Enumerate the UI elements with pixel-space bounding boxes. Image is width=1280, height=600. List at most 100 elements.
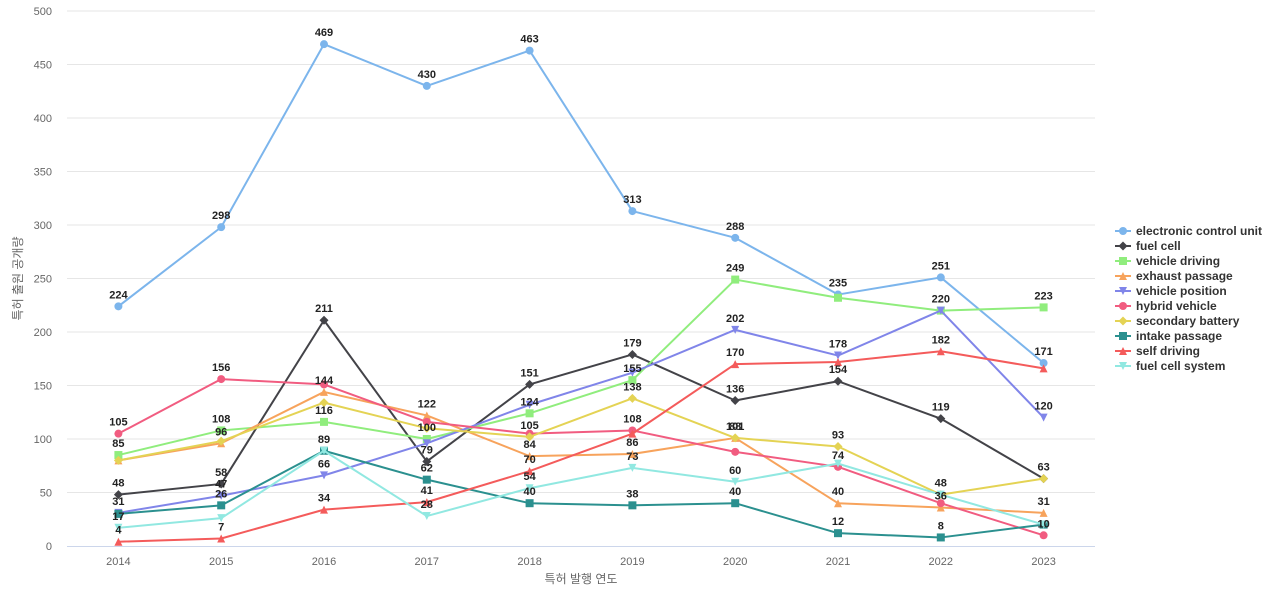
data-point[interactable] [422, 456, 432, 466]
data-point[interactable] [731, 275, 740, 284]
legend-marker[interactable] [1119, 257, 1127, 265]
data-point[interactable] [422, 439, 431, 448]
data-point[interactable] [627, 349, 637, 359]
data-point[interactable] [422, 475, 431, 484]
data-point[interactable] [320, 446, 328, 455]
data-point[interactable] [731, 477, 740, 486]
data-point[interactable] [731, 325, 740, 334]
legend-item[interactable]: hybrid vehicle [1115, 299, 1217, 313]
data-point[interactable] [525, 467, 534, 476]
data-point[interactable] [834, 529, 842, 538]
data-point[interactable] [627, 393, 637, 403]
data-point[interactable] [628, 207, 637, 216]
data-point[interactable] [320, 417, 328, 426]
data-point[interactable] [525, 484, 534, 493]
data-point[interactable] [628, 368, 637, 377]
data-point[interactable] [422, 411, 431, 420]
data-point[interactable] [628, 376, 637, 385]
legend-marker[interactable] [1118, 316, 1128, 326]
data-point[interactable] [936, 503, 945, 512]
legend-item[interactable]: self driving [1115, 344, 1200, 358]
legend-item[interactable]: exhaust passage [1115, 269, 1233, 283]
data-point[interactable] [628, 429, 637, 438]
data-point[interactable] [113, 455, 123, 465]
legend-marker[interactable] [1119, 272, 1127, 280]
data-point[interactable] [319, 315, 329, 325]
data-point[interactable] [525, 452, 534, 461]
data-point[interactable] [216, 479, 226, 489]
data-point[interactable] [936, 490, 945, 499]
data-point[interactable] [217, 375, 226, 384]
data-point[interactable] [114, 302, 123, 311]
data-point[interactable] [936, 347, 945, 356]
data-point[interactable] [422, 498, 431, 507]
data-point[interactable] [422, 435, 431, 443]
data-point[interactable] [113, 490, 123, 500]
data-point[interactable] [936, 306, 945, 315]
data-point[interactable] [320, 380, 328, 389]
data-point[interactable] [217, 534, 226, 543]
data-point[interactable] [217, 514, 226, 523]
legend-marker[interactable] [1118, 241, 1128, 251]
data-point[interactable] [834, 357, 842, 366]
data-point[interactable] [1039, 364, 1048, 373]
data-point[interactable] [731, 233, 740, 242]
data-point[interactable] [628, 463, 637, 472]
legend-marker[interactable] [1119, 227, 1127, 235]
legend-item[interactable]: electronic control unit [1115, 224, 1262, 238]
legend-marker[interactable] [1119, 287, 1127, 295]
legend-marker[interactable] [1119, 332, 1127, 340]
data-point[interactable] [422, 81, 431, 90]
legend-item[interactable]: fuel cell system [1115, 359, 1225, 373]
data-point[interactable] [936, 499, 945, 508]
data-point[interactable] [1039, 520, 1048, 529]
data-point[interactable] [216, 436, 226, 446]
data-point[interactable] [525, 499, 534, 508]
data-point[interactable] [422, 423, 432, 433]
data-point[interactable] [730, 433, 740, 443]
data-point[interactable] [114, 537, 123, 546]
data-point[interactable] [834, 351, 842, 360]
legend-marker[interactable] [1119, 347, 1127, 355]
data-point[interactable] [731, 499, 740, 508]
data-point[interactable] [731, 360, 740, 369]
data-point[interactable] [422, 417, 431, 426]
legend-item[interactable]: vehicle driving [1115, 254, 1220, 268]
legend-item[interactable]: secondary battery [1115, 314, 1240, 328]
data-point[interactable] [114, 509, 123, 518]
data-point[interactable] [217, 491, 226, 500]
data-point[interactable] [320, 387, 328, 396]
data-point[interactable] [1039, 474, 1049, 484]
data-point[interactable] [217, 426, 226, 435]
data-point[interactable] [730, 395, 740, 405]
data-point[interactable] [525, 400, 534, 409]
data-point[interactable] [731, 447, 740, 456]
data-point[interactable] [525, 409, 534, 418]
data-point[interactable] [319, 398, 329, 408]
data-point[interactable] [834, 459, 842, 468]
data-point[interactable] [114, 429, 123, 438]
data-point[interactable] [936, 414, 946, 424]
data-point[interactable] [833, 376, 843, 386]
data-point[interactable] [834, 499, 842, 508]
legend-item[interactable]: vehicle position [1115, 284, 1227, 298]
data-point[interactable] [833, 441, 843, 451]
data-point[interactable] [834, 293, 842, 302]
legend-item[interactable]: fuel cell [1115, 239, 1181, 253]
legend-marker[interactable] [1119, 302, 1127, 310]
data-point[interactable] [1039, 413, 1048, 422]
data-point[interactable] [936, 273, 945, 282]
data-point[interactable] [525, 46, 534, 55]
data-point[interactable] [525, 432, 535, 442]
data-point[interactable] [320, 40, 328, 49]
data-point[interactable] [114, 523, 123, 532]
data-point[interactable] [628, 449, 637, 458]
data-point[interactable] [320, 471, 328, 480]
data-point[interactable] [320, 505, 328, 514]
data-point[interactable] [1039, 508, 1048, 517]
legend-marker[interactable] [1119, 362, 1127, 370]
data-point[interactable] [217, 501, 226, 510]
data-point[interactable] [114, 451, 123, 460]
data-point[interactable] [217, 223, 226, 232]
